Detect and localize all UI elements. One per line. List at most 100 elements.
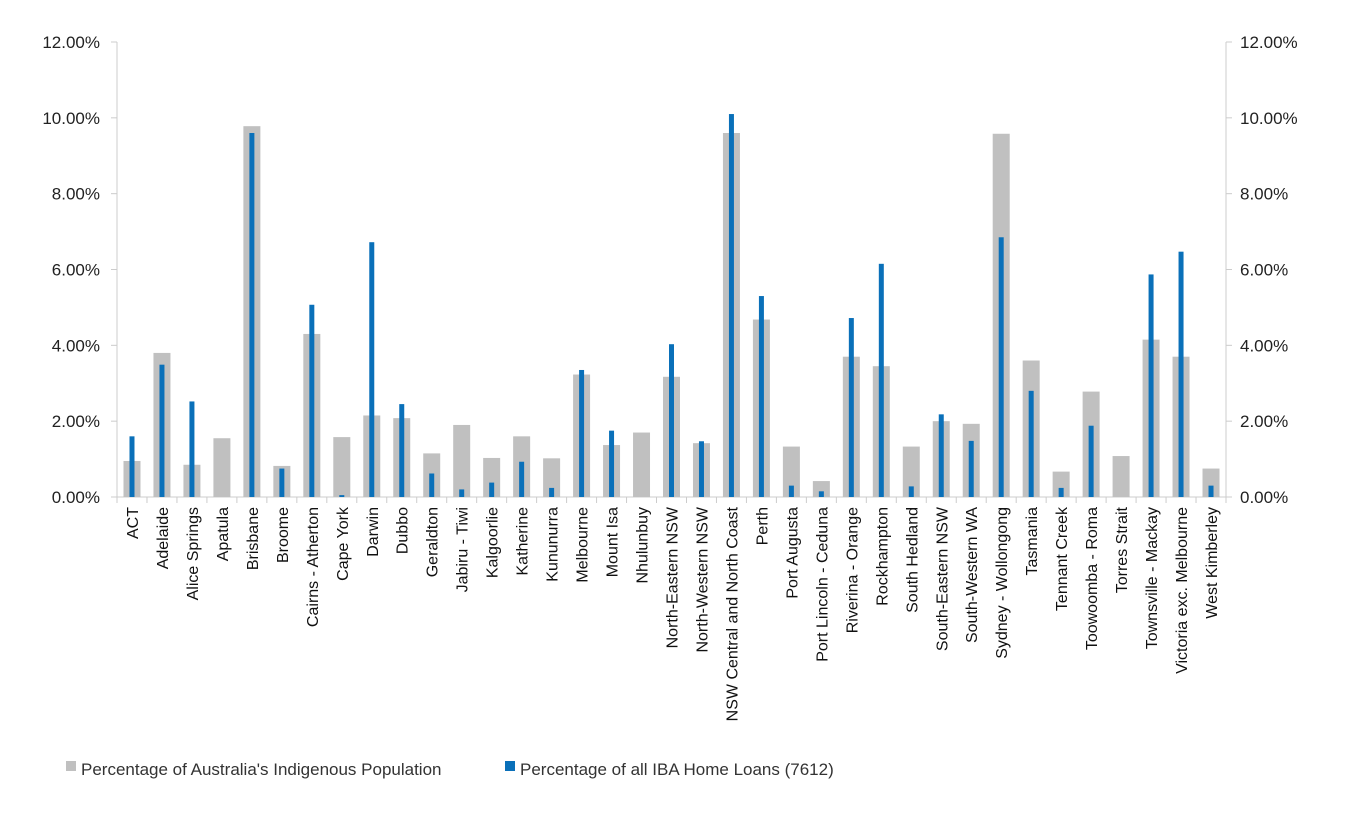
- loan-bar: [968, 440, 974, 497]
- loan-bar: [758, 296, 764, 497]
- loan-bar: [698, 441, 704, 497]
- category-label: Perth: [754, 507, 771, 545]
- y-tick-label-left: 8.00%: [52, 185, 100, 204]
- y-tick-label-right: 0.00%: [1240, 488, 1288, 507]
- category-label: ACT: [125, 507, 142, 539]
- loan-bars: [129, 114, 1214, 498]
- category-label: Broome: [275, 507, 292, 563]
- category-label: Kalgoorlie: [485, 507, 502, 578]
- category-label: Dubbo: [395, 507, 412, 554]
- y-tick-label-left: 0.00%: [52, 488, 100, 507]
- population-bar: [782, 446, 800, 497]
- y-tick-label-right: 4.00%: [1240, 336, 1288, 355]
- legend-swatch-population: [66, 761, 76, 771]
- y-tick-label-right: 12.00%: [1240, 33, 1298, 52]
- loan-bar: [249, 133, 255, 497]
- category-label: Port Lincoln - Ceduna: [814, 507, 831, 662]
- y-tick-label-left: 2.00%: [52, 412, 100, 431]
- category-label: Sydney - Wollongong: [994, 507, 1011, 659]
- legend: Percentage of Australia's Indigenous Pop…: [66, 760, 834, 779]
- loan-bar: [279, 468, 285, 497]
- category-label: Port Augusta: [784, 507, 801, 599]
- category-label: Mount Isa: [605, 507, 622, 577]
- category-label: Brisbane: [245, 507, 262, 570]
- population-bar: [453, 424, 471, 497]
- category-label: Tasmania: [1024, 507, 1041, 576]
- category-label: Cape York: [335, 506, 352, 581]
- loan-bar: [1208, 485, 1214, 497]
- loan-bar: [579, 369, 585, 497]
- category-label: Darwin: [365, 507, 382, 557]
- category-label: South-Western WA: [964, 507, 981, 643]
- loan-bar: [669, 344, 674, 497]
- loan-bar: [549, 487, 555, 497]
- category-label: Melbourne: [575, 507, 592, 583]
- category-label: North-Eastern NSW: [665, 506, 682, 648]
- legend-swatch-loans: [505, 761, 515, 771]
- loan-bar: [818, 491, 824, 497]
- loan-bar: [489, 482, 495, 497]
- category-label: Apatula: [215, 507, 232, 561]
- loan-bar: [938, 414, 944, 497]
- loan-bar: [1088, 425, 1094, 497]
- y-tick-label-right: 6.00%: [1240, 261, 1288, 280]
- category-label: Jabiru - Tiwi: [455, 507, 472, 592]
- loan-bar: [429, 473, 435, 497]
- category-label: Rockhampton: [874, 507, 891, 606]
- population-bar: [483, 457, 501, 497]
- loan-bar: [399, 404, 405, 497]
- category-label: West Kimberley: [1204, 507, 1221, 619]
- loan-bar: [1028, 390, 1034, 497]
- loan-bar: [609, 430, 615, 497]
- population-bar: [213, 438, 231, 497]
- loan-bar: [788, 485, 794, 497]
- category-label: Geraldton: [425, 507, 442, 577]
- loan-bar: [908, 486, 914, 497]
- y-tick-label-right: 8.00%: [1240, 185, 1288, 204]
- category-label: Victoria exc. Melbourne: [1174, 507, 1191, 674]
- category-label: Cairns - Atherton: [305, 507, 322, 627]
- category-label: Katherine: [515, 507, 532, 576]
- population-bar: [1202, 468, 1220, 497]
- loan-bar: [159, 364, 165, 497]
- loan-bar: [309, 304, 315, 497]
- y-tick-label-left: 10.00%: [42, 109, 100, 128]
- y-tick-label-left: 6.00%: [52, 261, 100, 280]
- loan-bar: [339, 495, 345, 497]
- loan-bar: [848, 318, 854, 497]
- legend-label-loans: Percentage of all IBA Home Loans (7612): [520, 760, 834, 779]
- population-bar: [1052, 471, 1070, 497]
- loan-bar: [1058, 487, 1064, 497]
- category-label: Tennant Creek: [1054, 506, 1071, 611]
- legend-label-population: Percentage of Australia's Indigenous Pop…: [81, 760, 442, 779]
- category-label: Torres Strait: [1114, 506, 1131, 593]
- category-label: Adelaide: [155, 507, 172, 569]
- loan-bar: [1178, 251, 1184, 497]
- population-bar: [333, 437, 351, 497]
- loan-bar: [189, 401, 195, 497]
- population-bar: [902, 446, 920, 497]
- category-label: Kununurra: [545, 507, 562, 582]
- loan-bar: [519, 461, 525, 497]
- category-label: NSW Central and North Coast: [724, 506, 741, 721]
- category-labels: ACT Adelaide Alice Springs Apatula Brisbane B…: [125, 506, 1221, 721]
- category-label: Nhulunbuy: [635, 507, 652, 584]
- category-label: South-Eastern NSW: [934, 506, 951, 651]
- category-label: Riverina - Orange: [844, 507, 861, 633]
- population-bar: [1112, 456, 1130, 497]
- loan-bar: [1148, 274, 1154, 497]
- loan-bar: [459, 489, 465, 497]
- loan-bar: [369, 242, 375, 497]
- category-label: South Hedland: [904, 507, 921, 613]
- population-bar: [543, 458, 561, 497]
- category-label: North-Western NSW: [694, 506, 711, 652]
- y-tick-label-right: 10.00%: [1240, 109, 1298, 128]
- y-tick-label-right: 2.00%: [1240, 412, 1288, 431]
- loan-bar: [129, 436, 135, 497]
- axes: 0.00% 0.00% 2.00% 2.00% 4.00% 4.00% 6.00% 6.00%…: [42, 33, 1297, 507]
- y-tick-label-left: 12.00%: [42, 33, 100, 52]
- population-bar: [812, 481, 830, 497]
- category-label: Toowoomba - Roma: [1084, 507, 1101, 650]
- loan-bar: [998, 237, 1004, 498]
